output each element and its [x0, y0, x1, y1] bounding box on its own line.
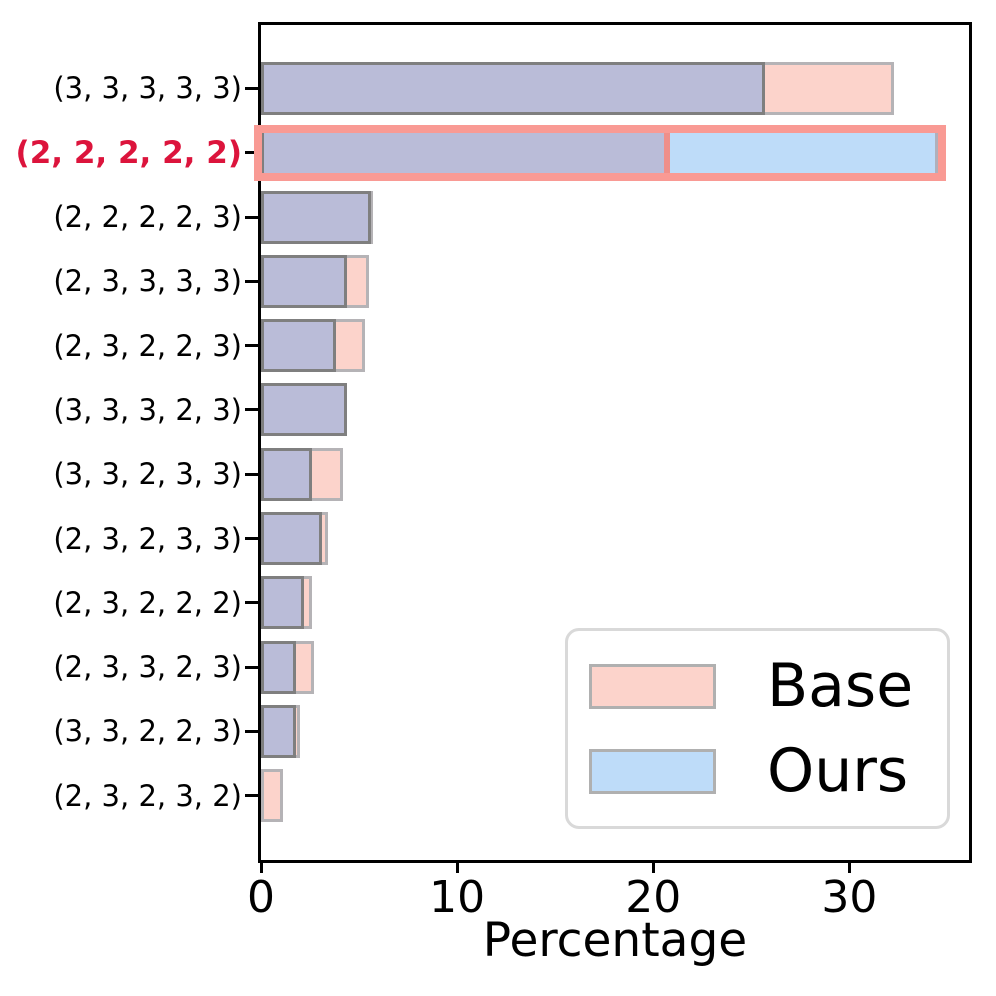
y-tick [245, 151, 258, 155]
y-tick-label: (3, 3, 2, 3, 3) [53, 457, 242, 492]
y-tick-label: (2, 2, 2, 2, 2) [15, 134, 242, 171]
y-tick [245, 408, 258, 412]
y-tick-label: (2, 3, 2, 2, 2) [53, 585, 242, 620]
bar-overlap-segment [261, 447, 312, 501]
y-tick [245, 279, 258, 283]
y-tick-label: (2, 2, 2, 2, 3) [53, 200, 242, 234]
highlight-box [254, 124, 946, 181]
x-tick-label: 20 [625, 872, 682, 923]
x-tick [847, 860, 851, 873]
y-tick [245, 537, 258, 540]
x-tick [455, 860, 459, 873]
x-axis-title: Percentage [482, 913, 748, 968]
x-tick [259, 860, 263, 873]
legend-swatch [589, 663, 716, 709]
bar-overlap-segment [261, 383, 348, 437]
legend-item: Ours [589, 741, 947, 801]
y-tick [245, 215, 258, 219]
bar-overlap-segment [261, 190, 371, 244]
bar-base-segment [261, 769, 283, 823]
bar-overlap-segment [261, 576, 305, 630]
x-tick-label: 30 [821, 872, 878, 923]
legend-item: Base [589, 656, 947, 716]
y-tick-label: (2, 3, 2, 3, 2) [53, 778, 242, 813]
y-tick-label: (3, 3, 3, 3, 3) [53, 71, 242, 106]
y-tick [245, 86, 258, 90]
bar-overlap-segment [261, 640, 297, 694]
bar-overlap-segment [261, 61, 766, 115]
plot-area: 0 10 20 30 Percentage Base Ours [245, 22, 972, 968]
y-axis-labels: (3, 3, 3, 3, 3) (2, 2, 2, 2, 2) (2, 2, 2, … [0, 25, 244, 860]
x-tick-label: 0 [247, 872, 275, 923]
y-tick-label: (2, 3, 3, 2, 3) [53, 650, 242, 685]
y-tick [245, 729, 258, 733]
y-tick-label: (3, 3, 2, 2, 3) [53, 714, 242, 749]
bar-overlap-segment [261, 512, 322, 565]
bar-overlap-segment [261, 254, 348, 308]
y-tick [245, 601, 258, 605]
y-tick-label: (2, 3, 3, 3, 3) [53, 264, 242, 299]
legend-label: Ours [767, 736, 909, 806]
highlight-divider [663, 126, 670, 180]
bar-overlap-segment [261, 704, 297, 758]
legend: Base Ours [565, 628, 950, 829]
y-tick [245, 794, 258, 798]
y-tick-label: (3, 3, 3, 2, 3) [53, 392, 242, 427]
y-tick [245, 665, 258, 669]
legend-swatch [589, 748, 716, 794]
y-tick-label: (2, 3, 2, 3, 3) [53, 521, 242, 556]
legend-label: Base [767, 651, 914, 721]
y-tick [245, 344, 258, 348]
x-tick-label: 10 [429, 872, 486, 923]
y-tick-label: (2, 3, 2, 2, 3) [53, 328, 242, 363]
bar-overlap-segment [261, 319, 336, 373]
x-tick [651, 860, 655, 873]
y-tick [245, 472, 258, 476]
